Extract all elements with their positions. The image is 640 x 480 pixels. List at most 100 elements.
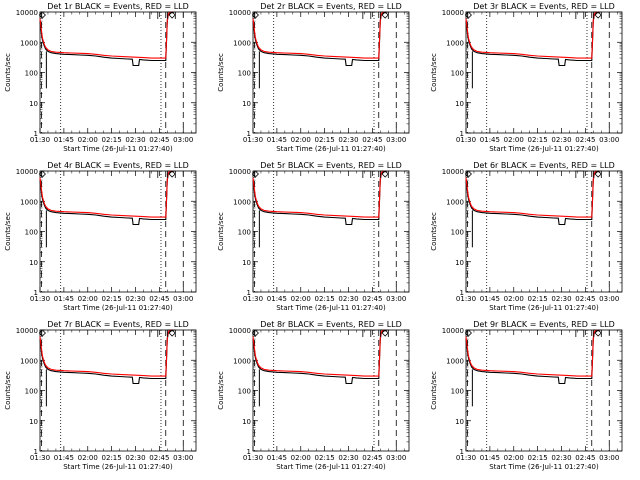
panel-title: Det 9r BLACK = Events, RED = LLD	[473, 320, 615, 329]
x-tick-label: 01:45	[267, 136, 287, 144]
bracket-marker	[379, 170, 389, 178]
y-tick-label: 10000	[229, 168, 251, 176]
y-tick-label: 10000	[442, 9, 464, 17]
plot-frame	[465, 11, 623, 134]
x-tick-label: 03:00	[173, 454, 193, 462]
diamond-marker	[168, 329, 176, 337]
diamond-marker	[38, 329, 46, 337]
panel-4: Det 4r BLACK = Events, RED = LLD 1 10 100 10…	[4, 161, 197, 312]
y-tick-label: 10000	[16, 168, 38, 176]
x-tick-label: 02:45	[149, 136, 169, 144]
x-tick-label: 01:30	[243, 136, 263, 144]
y-tick-label: 1000	[446, 357, 464, 365]
diamond-marker	[594, 11, 602, 19]
y-axis-label: Counts/sec	[430, 212, 438, 251]
y-tick-label: 1000	[20, 39, 38, 47]
x-tick-label: 02:45	[575, 136, 595, 144]
x-tick-label: 02:30	[338, 454, 358, 462]
x-tick-label: 03:00	[599, 295, 619, 303]
y-tick-label: 1000	[446, 39, 464, 47]
panel-title: Det 4r BLACK = Events, RED = LLD	[47, 161, 189, 170]
plot-frame	[39, 329, 197, 452]
panel-5: Det 5r BLACK = Events, RED = LLD 1 10 100 10…	[217, 161, 410, 312]
y-tick-label: 1000	[446, 198, 464, 206]
bracket-marker	[362, 329, 372, 337]
bracket-marker	[575, 11, 585, 19]
y-tick-label: 100	[451, 229, 464, 237]
x-tick-label: 01:30	[456, 454, 476, 462]
x-tick-label: 02:15	[315, 454, 335, 462]
x-tick-label: 02:45	[362, 295, 382, 303]
x-axis-label: Start Time (26-Jul-11 01:27:40)	[489, 304, 599, 312]
y-tick-label: 100	[238, 388, 251, 396]
panel-title: Det 6r BLACK = Events, RED = LLD	[473, 161, 615, 170]
diamond-marker	[38, 170, 46, 178]
diamond-marker	[464, 170, 472, 178]
x-tick-label: 02:30	[125, 295, 145, 303]
x-tick-label: 02:45	[362, 136, 382, 144]
x-tick-label: 01:45	[267, 454, 287, 462]
panel-9: Det 9r BLACK = Events, RED = LLD 1 10 100 10…	[430, 320, 623, 471]
x-tick-label: 03:00	[599, 454, 619, 462]
y-tick-label: 10	[29, 418, 38, 426]
y-tick-label: 10000	[229, 9, 251, 17]
panel-title: Det 8r BLACK = Events, RED = LLD	[260, 320, 402, 329]
y-axis-label: Counts/sec	[4, 53, 12, 92]
panel-3: Det 3r BLACK = Events, RED = LLD 1 10 100 10…	[430, 2, 623, 153]
y-axis-label: Counts/sec	[4, 371, 12, 410]
plot-frame	[252, 170, 410, 293]
lld-series-line	[39, 329, 174, 377]
x-tick-label: 01:45	[480, 295, 500, 303]
plot-frame	[465, 170, 623, 293]
y-tick-label: 10000	[16, 9, 38, 17]
panel-2: Det 2r BLACK = Events, RED = LLD 1 10 100 10…	[217, 2, 410, 153]
x-tick-label: 02:15	[102, 295, 122, 303]
x-tick-label: 01:30	[30, 454, 50, 462]
plot-frame	[252, 11, 410, 134]
x-tick-label: 02:30	[551, 454, 571, 462]
y-tick-label: 10	[455, 100, 464, 108]
y-tick-label: 1000	[233, 198, 251, 206]
y-axis-label: Counts/sec	[430, 371, 438, 410]
x-tick-label: 03:00	[386, 454, 406, 462]
x-tick-label: 02:30	[551, 295, 571, 303]
y-tick-label: 100	[238, 70, 251, 78]
x-tick-label: 01:30	[30, 295, 50, 303]
bracket-marker	[166, 329, 176, 337]
y-tick-label: 1	[460, 289, 464, 297]
y-tick-label: 10	[455, 418, 464, 426]
y-tick-label: 10	[242, 100, 251, 108]
y-axis-label: Counts/sec	[4, 212, 12, 251]
x-tick-label: 02:15	[315, 136, 335, 144]
bracket-marker	[149, 170, 159, 178]
diamond-marker	[168, 170, 176, 178]
plot-frame	[465, 329, 623, 452]
x-tick-label: 02:00	[78, 295, 98, 303]
y-tick-label: 100	[451, 388, 464, 396]
lld-series-line	[252, 11, 387, 59]
y-tick-label: 1000	[20, 357, 38, 365]
x-axis-label: Start Time (26-Jul-11 01:27:40)	[276, 304, 386, 312]
y-tick-label: 10	[29, 259, 38, 267]
y-tick-label: 1	[460, 448, 464, 456]
x-axis-label: Start Time (26-Jul-11 01:27:40)	[63, 145, 173, 153]
y-tick-label: 100	[238, 229, 251, 237]
x-tick-label: 01:30	[243, 295, 263, 303]
y-tick-label: 1	[34, 289, 38, 297]
x-tick-label: 01:30	[456, 295, 476, 303]
y-tick-label: 10	[242, 259, 251, 267]
x-axis-label: Start Time (26-Jul-11 01:27:40)	[63, 463, 173, 471]
x-tick-label: 02:15	[315, 295, 335, 303]
lld-series-line	[39, 170, 174, 218]
x-tick-label: 02:15	[102, 136, 122, 144]
panel-title: Det 7r BLACK = Events, RED = LLD	[47, 320, 189, 329]
x-tick-label: 01:45	[54, 136, 74, 144]
plot-frame	[39, 11, 197, 134]
diamond-marker	[251, 329, 259, 337]
bracket-marker	[166, 11, 176, 19]
x-tick-label: 01:45	[480, 136, 500, 144]
x-tick-label: 01:30	[30, 136, 50, 144]
x-tick-label: 01:45	[54, 295, 74, 303]
